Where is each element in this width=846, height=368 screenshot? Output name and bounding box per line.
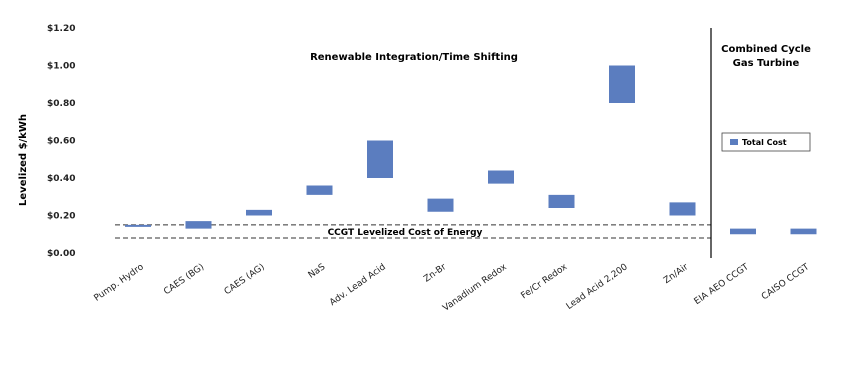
x-tick-label: CAES (BG) xyxy=(162,262,206,297)
reference-band-group xyxy=(115,224,711,239)
legend-swatch xyxy=(730,139,738,145)
y-tick-label: $0.60 xyxy=(47,137,75,147)
legend-label: Total Cost xyxy=(742,138,787,147)
x-tick-label: Zn-Br xyxy=(422,262,448,285)
x-tick-label: CAES (AG) xyxy=(223,262,267,297)
x-tick-label: CAISO CCGT xyxy=(760,262,812,302)
range-bar xyxy=(185,221,212,229)
axis-group: $0.00 $0.20 $0.40 $0.60 $0.80 $1.00 $1.20 Pump.… xyxy=(47,24,812,314)
range-bar xyxy=(790,228,817,235)
range-bar xyxy=(306,185,333,195)
reference-band-label: CCGT Levelized Cost of Energy xyxy=(328,228,483,238)
range-bar xyxy=(427,198,454,212)
y-tick-label: $0.40 xyxy=(47,174,75,184)
legend: Total Cost xyxy=(721,132,811,152)
x-tick-label: Lead Acid 2,200 xyxy=(565,262,630,312)
y-tick-label: $0.80 xyxy=(47,99,75,109)
range-bar xyxy=(730,228,756,235)
x-tick-label: Vanadium Redox xyxy=(441,262,509,314)
y-tick-label: $1.20 xyxy=(47,24,75,34)
y-axis-label: Levelized $/kWh xyxy=(18,114,29,206)
range-bar xyxy=(125,224,151,227)
y-tick-label: $1.00 xyxy=(47,62,75,72)
legend-box xyxy=(721,132,811,152)
range-bar xyxy=(367,140,393,178)
x-tick-label: Pump. Hydro xyxy=(92,262,146,304)
range-bar xyxy=(246,209,272,216)
section-label-renewable: Renewable Integration/Time Shifting xyxy=(310,52,518,63)
x-tick-label: EIA AEO CCGT xyxy=(693,262,751,307)
bar-group xyxy=(125,65,817,235)
x-tick-label: Fe/Cr Redox xyxy=(519,262,569,301)
y-tick-label: $0.00 xyxy=(47,249,75,259)
section-label-ccgt-line1: Combined Cycle xyxy=(721,44,811,55)
x-tick-label: Adv. Lead Acid xyxy=(328,262,388,308)
range-bar xyxy=(669,202,696,216)
y-tick-label: $0.20 xyxy=(47,212,75,222)
range-bar xyxy=(548,194,575,208)
x-tick-label: NaS xyxy=(307,262,328,281)
range-bar xyxy=(609,65,635,103)
section-label-ccgt-line2: Gas Turbine xyxy=(733,58,800,69)
x-tick-label: Zn/Air xyxy=(662,262,690,286)
range-bar xyxy=(488,170,514,184)
